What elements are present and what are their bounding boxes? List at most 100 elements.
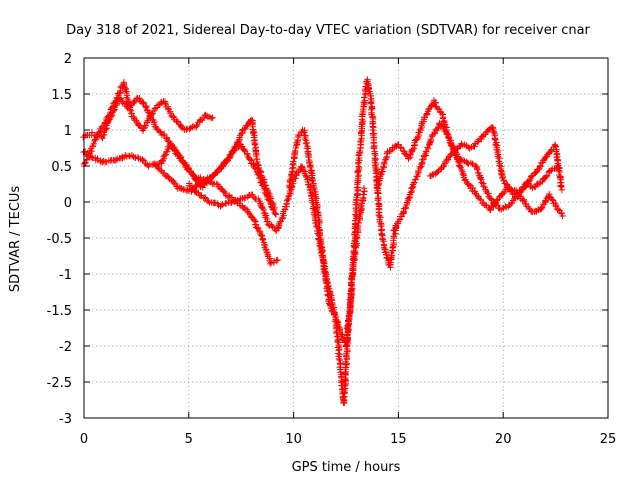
data-point [251,164,258,171]
data-point [268,203,275,210]
x-tick-label: 10 [285,432,302,447]
data-point [99,134,106,142]
data-point [343,338,350,346]
data-point [170,179,178,187]
data-point [490,203,497,210]
x-tick-label: 5 [185,432,193,447]
data-point [557,183,565,190]
data-point [311,185,319,193]
data-point [461,177,469,184]
data-point [340,393,347,400]
y-tick-label: 1.5 [51,88,72,103]
data-point [290,158,297,165]
data-point [368,100,375,107]
data-point [274,256,281,264]
data-point [502,180,510,188]
data-point [342,343,350,350]
data-point [427,135,435,143]
data-point [356,149,363,156]
data-point [103,125,110,132]
data-point [458,140,465,147]
data-point [152,124,160,132]
data-point [156,166,164,174]
data-point [481,201,489,209]
x-tick-label: 15 [390,432,407,447]
data-point [532,169,539,176]
data-point [130,99,138,106]
data-point [208,115,215,122]
data-point [258,179,265,186]
data-point [471,143,478,150]
series-track-g [374,97,561,213]
data-point [361,97,369,104]
data-point [413,173,420,180]
data-point [264,221,272,228]
data-point [559,212,566,220]
data-point [522,184,529,191]
data-point [389,244,396,252]
data-point [381,245,388,253]
data-point [500,177,508,184]
data-point [214,200,221,207]
data-point [264,218,271,225]
data-point [292,147,299,155]
data-point [488,196,495,203]
data-point [307,163,314,171]
data-point [499,190,507,197]
data-point [100,129,108,136]
data-point [354,167,362,175]
data-point [224,155,231,163]
series-track-h [390,119,566,234]
data-point [434,125,441,132]
data-point [480,183,487,190]
data-point [324,291,331,298]
data-point [538,205,545,212]
data-point [493,197,500,204]
data-point [205,198,212,205]
data-point [264,196,271,203]
data-point [309,177,316,184]
data-point [308,174,315,181]
y-tick-label: -1.5 [47,304,72,319]
data-point [435,124,442,131]
data-point [214,167,221,175]
data-point [201,194,209,201]
data-point [182,126,190,133]
y-tick-label: 1 [64,124,72,139]
data-point [341,382,348,390]
data-point [300,128,308,136]
data-point [241,147,248,154]
data-point [440,161,448,169]
data-point [369,130,377,137]
data-point [335,322,342,330]
data-point [379,236,386,243]
data-point [520,196,527,203]
data-point [552,143,559,151]
data-point [203,112,211,119]
data-point [409,146,416,153]
data-point [427,103,434,110]
data-point [383,154,390,162]
data-point [119,99,126,107]
data-point [272,210,279,218]
data-point [543,173,550,180]
y-tick-label: -0.5 [47,232,72,247]
data-point [374,182,381,190]
y-tick-label: 0.5 [51,160,72,175]
x-axis-label: GPS time / hours [292,460,401,475]
data-point [549,196,556,203]
data-point [139,98,146,106]
data-point [209,114,216,121]
data-point [487,206,494,214]
data-point [547,147,555,154]
data-point [491,135,498,143]
data-point [142,103,149,111]
data-point [206,113,214,120]
data-point [220,159,227,167]
data-point [258,232,266,240]
data-point [304,149,312,157]
data-point [307,169,315,176]
data-point [180,159,187,167]
data-point [178,185,186,192]
